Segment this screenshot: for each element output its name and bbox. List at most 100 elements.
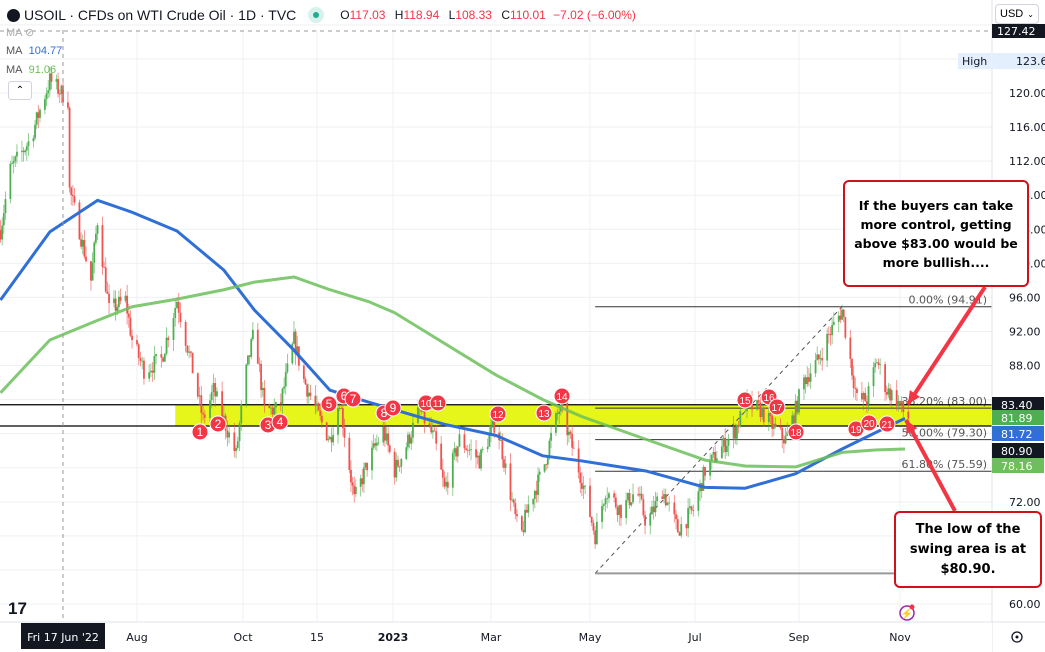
swing-marker: 15	[736, 391, 754, 409]
candle	[83, 239, 86, 257]
collapse-legend-button[interactable]: ⌃	[8, 81, 32, 100]
candle	[273, 407, 276, 415]
price-label-box	[992, 410, 1044, 425]
candle	[162, 357, 164, 362]
time-axis	[0, 622, 992, 652]
marker-circle	[271, 413, 289, 431]
candle	[837, 315, 840, 322]
currency-select[interactable]: USD ⌄	[995, 4, 1039, 24]
candle	[270, 407, 272, 409]
candle	[503, 459, 505, 468]
candle	[688, 506, 691, 509]
candle	[151, 370, 154, 373]
candle	[791, 415, 794, 432]
candle	[582, 485, 585, 489]
candle	[555, 413, 557, 433]
candle	[330, 437, 333, 443]
candle	[676, 519, 679, 533]
candle	[129, 317, 132, 336]
candle	[302, 365, 305, 379]
marker-label: 17	[771, 403, 783, 414]
candle	[405, 447, 408, 460]
candle	[274, 402, 277, 408]
marker-circle	[320, 395, 338, 413]
price-tick-label: 60.00	[1009, 598, 1041, 611]
high-marker-label: High	[962, 55, 987, 68]
candle	[172, 318, 175, 340]
candle	[779, 426, 782, 428]
candle	[296, 346, 299, 355]
candle	[656, 496, 659, 501]
price-tick-label: 116.00	[1009, 121, 1045, 134]
price-label: 78.16	[1001, 460, 1033, 473]
time-tick-label: Aug	[126, 631, 147, 644]
candle	[796, 400, 799, 413]
marker-label: 10	[420, 399, 432, 410]
market-status-icon[interactable]	[308, 7, 325, 23]
candle	[388, 445, 391, 452]
candle	[463, 434, 466, 449]
legend-ma-blue[interactable]: MA 104.77	[6, 45, 63, 57]
candle	[697, 491, 700, 511]
time-tick-label: Oct	[233, 631, 253, 644]
candle	[613, 493, 615, 498]
candle	[654, 500, 657, 513]
candle	[734, 426, 737, 439]
candle	[163, 353, 166, 362]
candle	[212, 383, 215, 393]
candle	[94, 233, 97, 243]
price-label-box	[992, 426, 1044, 441]
marker-circle	[344, 390, 362, 408]
candle	[514, 503, 517, 515]
candle	[793, 415, 795, 424]
candle	[248, 355, 251, 357]
candle	[865, 401, 868, 405]
candle	[293, 331, 295, 344]
marker-circle	[768, 398, 786, 416]
candle	[877, 362, 880, 365]
candle	[316, 403, 318, 406]
candle	[704, 467, 706, 476]
high-marker-value: 123.66	[1016, 55, 1045, 68]
candle	[678, 532, 681, 536]
candle	[238, 423, 241, 442]
candle	[91, 262, 94, 281]
candle	[55, 79, 58, 82]
legend-ma-hidden[interactable]: MA ⊘	[6, 27, 35, 39]
legend-ma-green[interactable]: MA 91.06	[6, 64, 57, 76]
candle	[550, 432, 552, 441]
candle	[155, 354, 158, 356]
candle	[137, 344, 140, 359]
candle	[710, 454, 713, 461]
candle	[625, 500, 628, 519]
candle	[887, 388, 890, 395]
candle	[1, 225, 4, 240]
candle	[652, 506, 655, 513]
crosshair-price-box	[992, 24, 1045, 38]
candle	[568, 431, 570, 436]
change-value: −7.02 (−6.00%)	[553, 8, 636, 22]
settings-gear-icon[interactable]	[1011, 631, 1023, 643]
candle	[286, 363, 289, 372]
marker-circle	[209, 415, 227, 433]
candle	[423, 407, 426, 424]
price-label: 81.72	[1001, 428, 1033, 441]
candle	[727, 438, 730, 446]
candle	[663, 494, 665, 499]
candle	[786, 431, 789, 436]
candle	[798, 389, 800, 413]
candle	[737, 425, 740, 427]
candle	[668, 502, 671, 504]
eye-slash-icon[interactable]: ⊘	[24, 27, 35, 39]
candle	[468, 449, 471, 451]
candle	[186, 345, 189, 353]
candle	[359, 478, 362, 487]
candle	[67, 102, 69, 108]
marker-label: 4	[277, 415, 284, 429]
candle	[22, 150, 25, 153]
candle	[864, 392, 867, 402]
candle	[814, 360, 817, 374]
candle	[451, 453, 454, 488]
symbol-title[interactable]: USOIL · CFDs on WTI Crude Oil · 1D · TVC	[24, 7, 297, 23]
